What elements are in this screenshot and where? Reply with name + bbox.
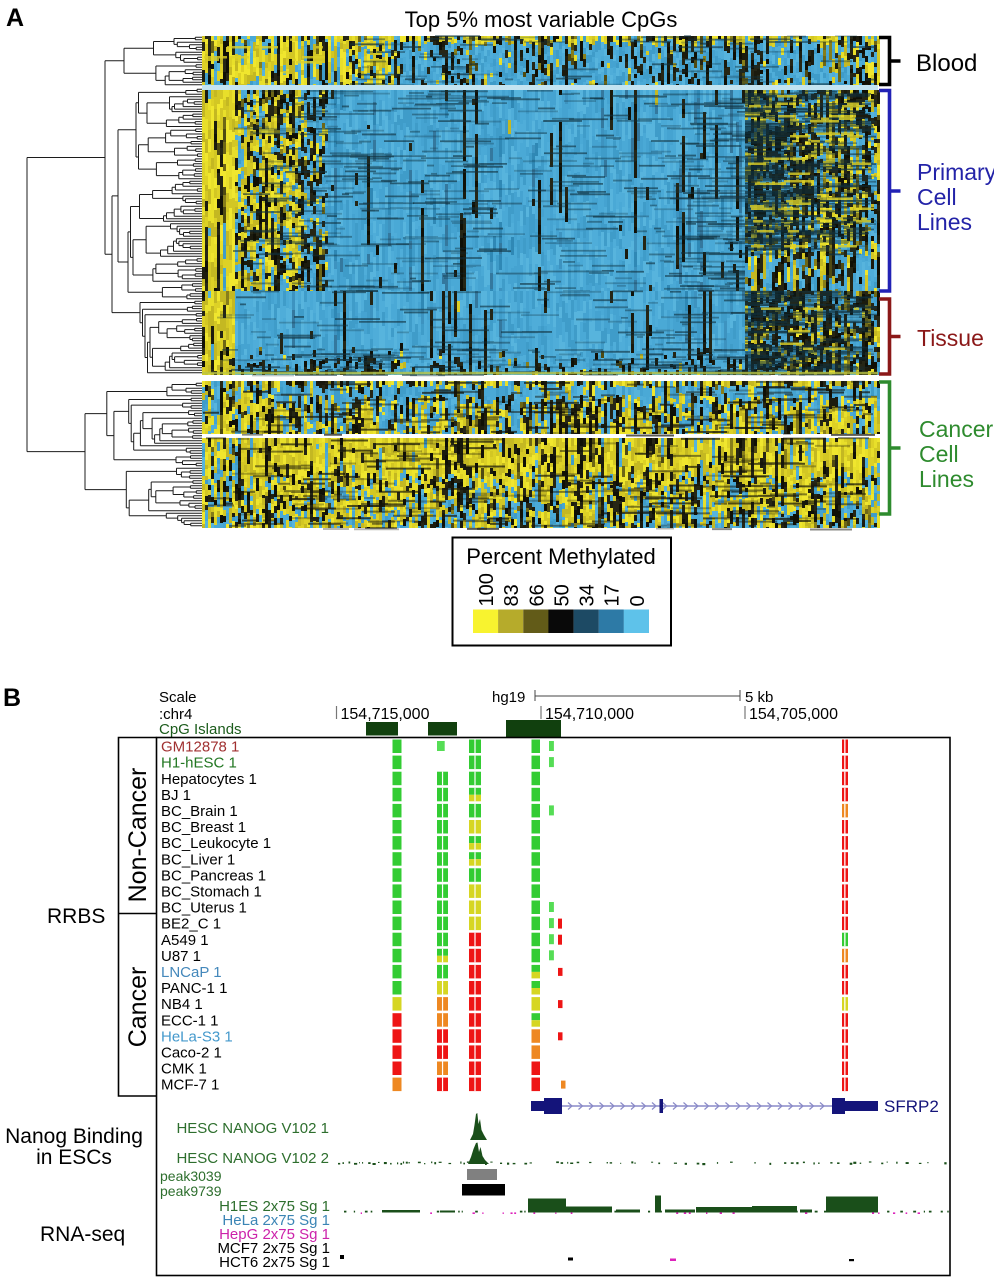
svg-text:H1ES 2x75 Sg 1: H1ES 2x75 Sg 1	[219, 1198, 330, 1215]
svg-text:ECC-1 1: ECC-1 1	[161, 1012, 219, 1029]
svg-text:BE2_C 1: BE2_C 1	[161, 916, 221, 933]
svg-text:SFRP2: SFRP2	[884, 1097, 939, 1116]
svg-text:MCF-7 1: MCF-7 1	[161, 1077, 219, 1094]
svg-text:CpG Islands: CpG Islands	[159, 721, 242, 738]
svg-text:HepG 2x75 Sg 1: HepG 2x75 Sg 1	[219, 1226, 330, 1243]
svg-text:0: 0	[627, 595, 649, 606]
svg-text:peak9739: peak9739	[160, 1183, 222, 1199]
svg-text:peak3039: peak3039	[160, 1168, 222, 1184]
svg-text:A549 1: A549 1	[161, 932, 209, 949]
svg-text:Scale: Scale	[159, 689, 197, 706]
svg-text:BC_Leukocyte 1: BC_Leukocyte 1	[161, 835, 271, 852]
svg-text:BC_Pancreas 1: BC_Pancreas 1	[161, 867, 266, 884]
svg-text:17: 17	[602, 584, 624, 606]
svg-text:Percent Methylated: Percent Methylated	[466, 544, 656, 569]
svg-text:PANC-1 1: PANC-1 1	[161, 980, 227, 997]
svg-text:Cancer: Cancer	[919, 416, 993, 442]
svg-text:BC_Breast 1: BC_Breast 1	[161, 819, 246, 836]
svg-text:Nanog Binding: Nanog Binding	[5, 1125, 143, 1148]
svg-text:Hepatocytes 1: Hepatocytes 1	[161, 771, 257, 788]
svg-text:Lines: Lines	[917, 209, 972, 235]
svg-text:Cell: Cell	[919, 441, 959, 467]
svg-text:Blood: Blood	[916, 50, 977, 77]
svg-text:154,710,000: 154,710,000	[545, 706, 634, 723]
svg-text:RRBS: RRBS	[47, 905, 105, 928]
svg-text:Caco-2 1: Caco-2 1	[161, 1045, 222, 1062]
svg-text:LNCaP 1: LNCaP 1	[161, 964, 222, 981]
svg-text:154,705,000: 154,705,000	[749, 706, 838, 723]
svg-text:CMK 1: CMK 1	[161, 1061, 207, 1078]
svg-text:100: 100	[476, 573, 498, 606]
svg-text:154,715,000: 154,715,000	[341, 706, 430, 723]
svg-text::chr4: :chr4	[159, 706, 192, 723]
svg-text:Lines: Lines	[919, 466, 974, 492]
svg-text:HESC NANOG V102 1: HESC NANOG V102 1	[176, 1120, 329, 1137]
svg-text:50: 50	[551, 584, 573, 606]
svg-text:Tissue: Tissue	[917, 325, 984, 351]
svg-text:BC_Uterus 1: BC_Uterus 1	[161, 900, 247, 917]
svg-text:BJ 1: BJ 1	[161, 787, 191, 804]
svg-text:BC_Liver 1: BC_Liver 1	[161, 851, 235, 868]
svg-text:A: A	[6, 4, 24, 32]
svg-text:HCT6 2x75 Sg 1: HCT6 2x75 Sg 1	[219, 1254, 330, 1271]
svg-text:BC_Stomach 1: BC_Stomach 1	[161, 884, 262, 901]
svg-text:GM12878 1: GM12878 1	[161, 739, 239, 756]
svg-text:34: 34	[577, 584, 599, 606]
svg-text:NB4 1: NB4 1	[161, 996, 203, 1013]
svg-text:MCF7 2x75 Sg 1: MCF7 2x75 Sg 1	[217, 1240, 330, 1257]
svg-text:BC_Brain 1: BC_Brain 1	[161, 803, 238, 820]
svg-text:hg19: hg19	[492, 689, 525, 706]
svg-text:Primary: Primary	[917, 159, 994, 185]
svg-text:HeLa-S3 1: HeLa-S3 1	[161, 1028, 233, 1045]
svg-text:U87 1: U87 1	[161, 948, 201, 965]
svg-text:Cancer: Cancer	[124, 967, 152, 1048]
svg-text:in ESCs: in ESCs	[36, 1146, 112, 1169]
svg-text:66: 66	[526, 584, 548, 606]
svg-text:Top 5% most variable CpGs: Top 5% most variable CpGs	[405, 7, 678, 32]
svg-text:B: B	[3, 684, 21, 712]
svg-text:HESC NANOG V102 2: HESC NANOG V102 2	[176, 1150, 329, 1167]
svg-text:H1-hESC 1: H1-hESC 1	[161, 755, 237, 772]
svg-text:Cell: Cell	[917, 184, 957, 210]
svg-text:Non-Cancer: Non-Cancer	[124, 768, 152, 903]
svg-text:5 kb: 5 kb	[745, 689, 773, 706]
svg-text:83: 83	[501, 584, 523, 606]
svg-text:RNA-seq: RNA-seq	[40, 1223, 125, 1246]
svg-text:HeLa 2x75 Sg 1: HeLa 2x75 Sg 1	[222, 1212, 330, 1229]
